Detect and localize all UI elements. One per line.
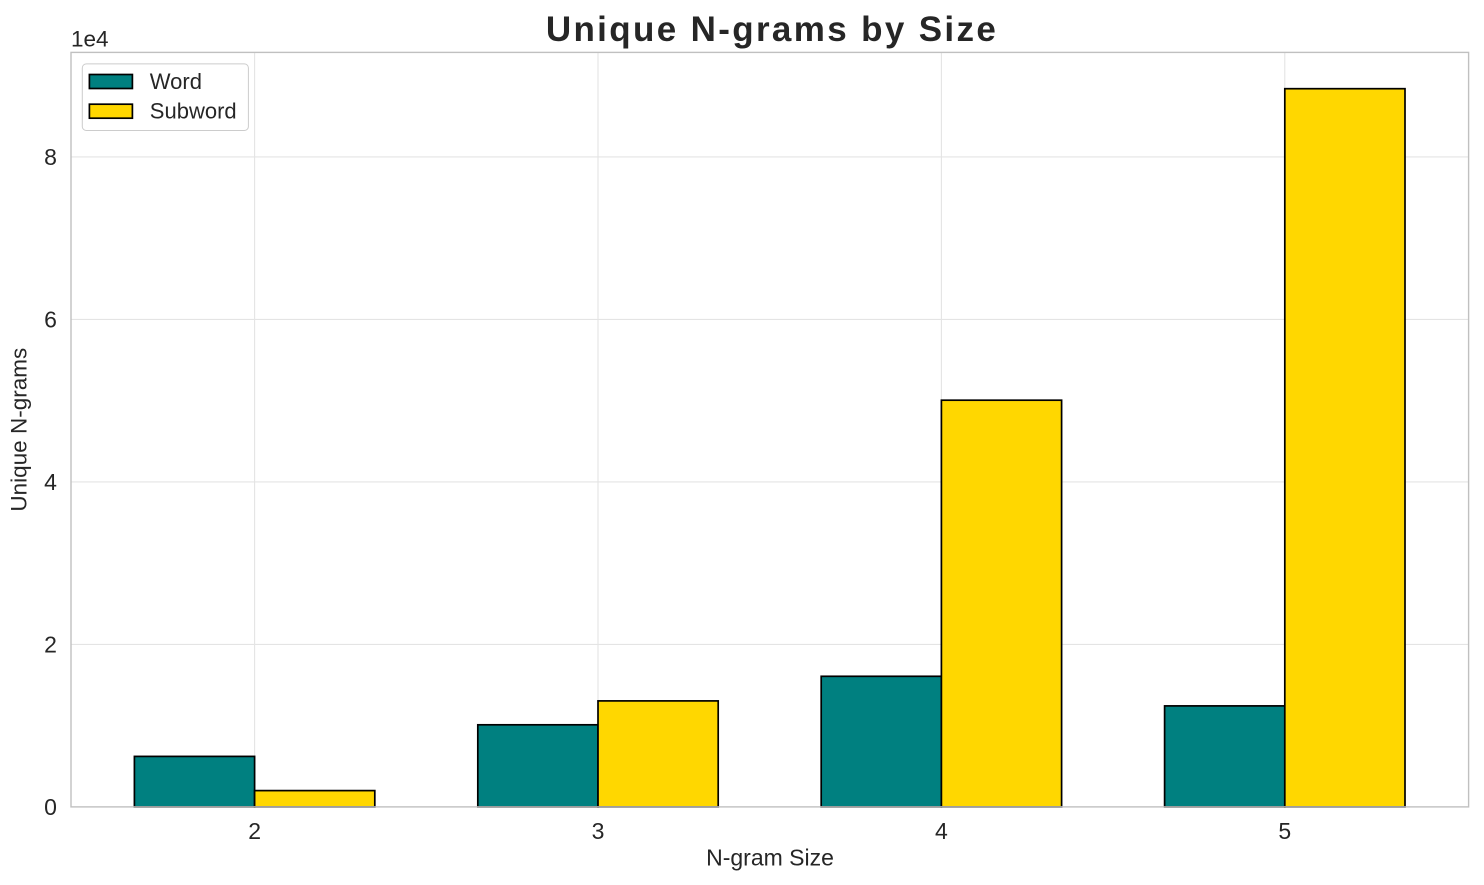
svg-text:6: 6 — [44, 307, 57, 333]
svg-text:2: 2 — [44, 632, 57, 658]
svg-text:5: 5 — [1278, 818, 1291, 844]
svg-text:2: 2 — [248, 818, 261, 844]
svg-text:4: 4 — [935, 818, 948, 844]
svg-text:Word: Word — [150, 69, 202, 94]
svg-text:Subword: Subword — [150, 99, 237, 124]
svg-text:Unique N-grams by Size: Unique N-grams by Size — [546, 10, 998, 49]
svg-text:Unique N-grams: Unique N-grams — [7, 348, 32, 512]
svg-text:N-gram Size: N-gram Size — [706, 845, 834, 871]
svg-text:4: 4 — [44, 469, 57, 495]
svg-text:8: 8 — [44, 144, 57, 170]
svg-text:3: 3 — [592, 818, 605, 844]
svg-text:0: 0 — [44, 794, 57, 820]
svg-text:1e4: 1e4 — [71, 26, 109, 51]
